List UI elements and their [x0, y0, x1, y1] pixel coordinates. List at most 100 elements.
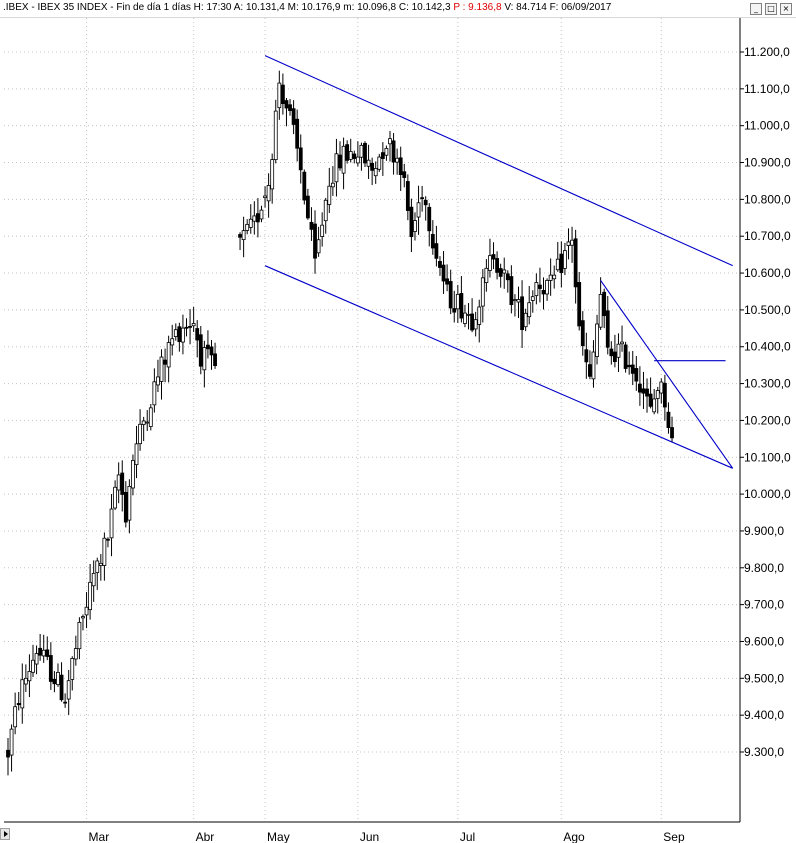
x-tick-label: Abr [196, 830, 215, 843]
candle-body-up [659, 381, 664, 394]
candle-body-down [641, 388, 646, 394]
candle-body-down [423, 199, 428, 206]
y-tick-label: 10.600,0 [744, 266, 791, 280]
candle-body-up [127, 485, 132, 521]
candle-body-down [538, 284, 542, 289]
candle-body-up [598, 293, 603, 328]
prev-close: P : 9.136,8 [453, 2, 502, 13]
candle-body-up [34, 653, 39, 665]
hora: H: 17:30 [193, 2, 232, 13]
candle-body-up [202, 347, 207, 371]
scroll-right-button[interactable] [0, 828, 10, 840]
candle-body-up [13, 706, 18, 728]
candle-body-down [209, 346, 214, 356]
candle-body-up [480, 277, 485, 307]
candle-body-up [620, 341, 624, 345]
candle-body-down [291, 108, 296, 125]
candle-body-up [141, 420, 146, 425]
candle-body-up [555, 258, 560, 271]
maximo: M: 10.176,9 [287, 2, 341, 13]
price-chart: 9.300,0 9.400,0 9.500,0 9.600,0 9.700,0 9.800… [4, 18, 791, 843]
y-tick-label: 10.100,0 [744, 450, 791, 464]
candle-body-down [588, 364, 592, 377]
candle-body-up [366, 159, 371, 167]
candle-body-up [530, 296, 535, 301]
candle-body-up [484, 267, 489, 283]
maximize-button[interactable]: □ [765, 3, 777, 15]
candle-body-up [145, 421, 150, 424]
candle-body-up [316, 239, 321, 254]
candle-body-up [473, 319, 478, 330]
candle-body-up [191, 323, 196, 327]
candle-body-down [16, 703, 21, 706]
candle-body-up [9, 728, 14, 756]
candle-body-up [173, 329, 178, 337]
minimize-button[interactable]: _ [750, 3, 762, 15]
x-tick-label: Jul [460, 830, 475, 843]
candle-body-down [398, 157, 403, 176]
candle-body-up [259, 209, 264, 220]
y-tick-label: 10.800,0 [744, 192, 791, 206]
candle-body-down [670, 427, 674, 439]
candle-body-down [38, 647, 43, 656]
candle-body-up [591, 351, 596, 380]
candle-body-down [541, 290, 546, 295]
candle-body-up [359, 144, 364, 158]
candle-body-down [177, 326, 182, 343]
apertura: A: 10.131,4 [233, 2, 285, 13]
candle-body-down [255, 213, 260, 223]
candle-body-down [238, 234, 242, 238]
candle-body-down [584, 349, 589, 363]
close-button[interactable]: × [780, 3, 792, 15]
candle-body-up [477, 306, 482, 325]
candle-body-down [123, 491, 128, 523]
candle-body-up [534, 282, 539, 297]
candle-body-up [252, 215, 257, 222]
candle-body-down [559, 253, 564, 274]
candle-body-up [463, 312, 467, 324]
candle-body-down [106, 538, 110, 541]
trendline-lower-channel [264, 265, 733, 469]
candle-body-down [666, 411, 671, 428]
candle-body-down [295, 118, 300, 149]
candle-body-down [634, 368, 639, 382]
candle-body-down [305, 195, 310, 219]
candle-body-down [445, 278, 450, 285]
chart-header: .IBEX - IBEX 35 INDEX - Fin de día 1 día… [0, 0, 796, 18]
candle-body-up [134, 443, 139, 466]
y-tick-label: 9.600,0 [744, 634, 784, 648]
trendline-short-resistance [600, 280, 734, 469]
candle-body-up [181, 327, 185, 343]
candle-body-down [452, 308, 457, 313]
candle-body-down [59, 674, 64, 701]
candle-body-up [84, 606, 89, 616]
x-tick-label: Jun [360, 830, 379, 843]
candle-body-down [402, 171, 407, 178]
candle-body-down [280, 84, 285, 105]
candle-body-down [505, 273, 510, 281]
candle-body-up [138, 423, 142, 445]
candle-body-up [413, 220, 417, 232]
cierre: C: 10.142,3 [398, 2, 451, 13]
candle-body-up [20, 679, 25, 709]
candle-body-up [488, 255, 492, 271]
candle-body-up [156, 376, 160, 386]
candle-body-up [88, 581, 93, 611]
candle-body-down [45, 649, 50, 657]
candle-body-down [288, 104, 292, 111]
candle-body-up [652, 398, 657, 413]
candle-body-up [341, 145, 346, 174]
candle-body-up [148, 407, 153, 427]
candle-body-down [491, 254, 496, 260]
y-tick-label: 10.500,0 [744, 303, 791, 317]
candle-body-up [31, 659, 35, 673]
candle-body-down [313, 223, 317, 259]
candle-body-down [498, 268, 503, 277]
candle-body-up [570, 239, 574, 246]
index-name: IBEX 35 INDEX [37, 2, 108, 13]
volumen: V: 84.714 [504, 2, 547, 13]
candle-body-down [509, 276, 514, 306]
sep: - [110, 2, 117, 13]
candle-body-up [523, 312, 528, 328]
